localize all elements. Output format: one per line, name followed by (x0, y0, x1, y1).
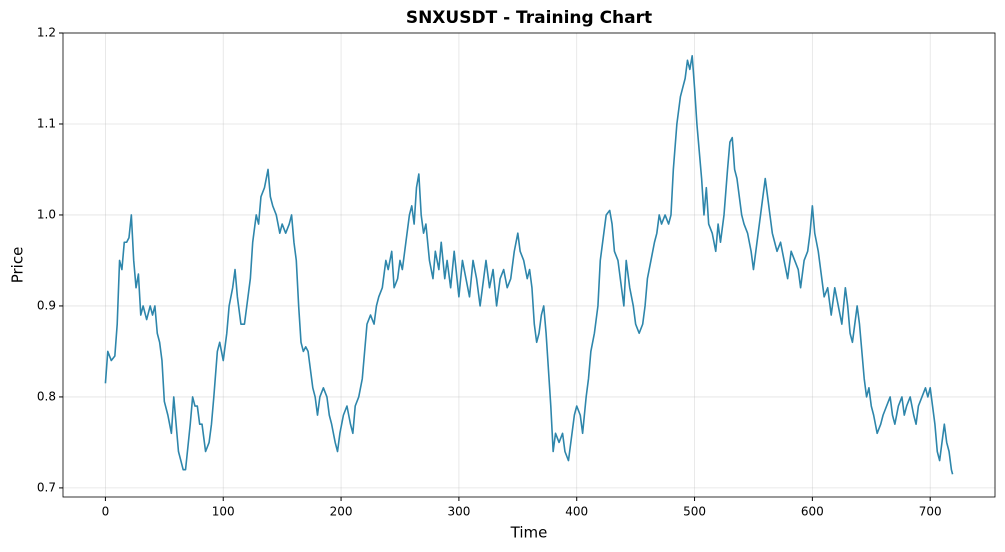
y-tick-label: 1.0 (37, 207, 56, 221)
x-tick-label: 300 (447, 505, 470, 519)
x-axis-label: Time (510, 524, 548, 542)
y-axis-label: Price (9, 247, 27, 284)
x-tick-label: 400 (565, 505, 588, 519)
x-tick-label: 0 (102, 505, 110, 519)
plot-frame (62, 32, 996, 498)
y-tick-label: 1.1 (37, 116, 56, 130)
y-tick-label: 0.7 (37, 480, 56, 494)
price-line (104, 54, 954, 475)
x-tick-label: 600 (801, 505, 824, 519)
x-tick-label: 700 (919, 505, 942, 519)
chart-title: SNXUSDT - Training Chart (406, 8, 652, 28)
y-tick-label: 1.2 (37, 26, 56, 40)
x-tick-label: 200 (330, 505, 353, 519)
x-tick-label: 500 (683, 505, 706, 519)
y-tick-label: 0.9 (37, 298, 56, 312)
x-tick-label: 100 (212, 505, 235, 519)
y-tick-label: 0.8 (37, 389, 56, 403)
